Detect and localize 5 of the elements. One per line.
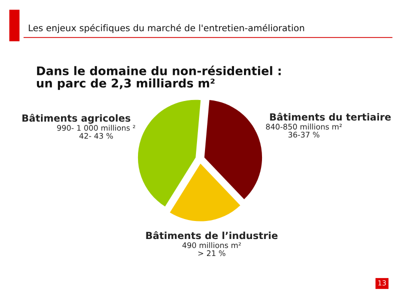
slice-label: Bâtiments de l’industrie	[146, 231, 278, 240]
slice-label: Bâtiments agricoles	[22, 114, 130, 124]
chart-title: Les enjeux spécifiques du marché de l'entretien-amélioration	[28, 24, 304, 34]
slice-label: Bâtiments du tertiaire	[270, 112, 391, 121]
chart-subtitle: Dans le domaine du non-résidentiel : un parc de 2,3 milliards m²	[36, 66, 281, 90]
